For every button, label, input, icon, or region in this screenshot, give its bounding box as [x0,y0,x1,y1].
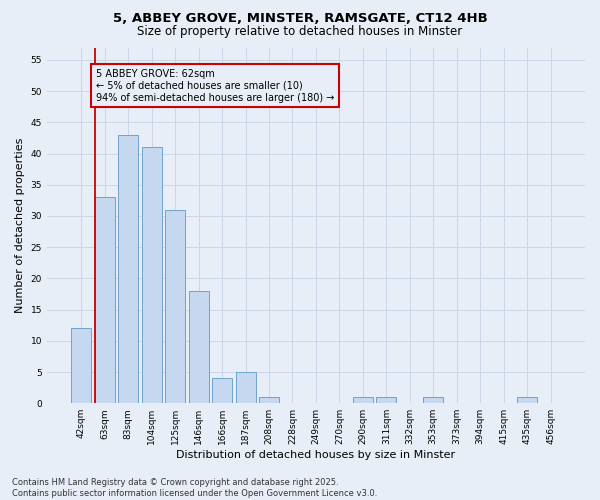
Bar [118,135,138,403]
Text: 5, ABBEY GROVE, MINSTER, RAMSGATE, CT12 4HB: 5, ABBEY GROVE, MINSTER, RAMSGATE, CT12 … [113,12,487,26]
Bar [71,328,91,403]
Bar [259,397,279,403]
Bar [212,378,232,403]
Text: Contains HM Land Registry data © Crown copyright and database right 2025.
Contai: Contains HM Land Registry data © Crown c… [12,478,377,498]
Bar [423,397,443,403]
Bar [517,397,537,403]
Title: 5, ABBEY GROVE, MINSTER, RAMSGATE, CT12 4HB
Size of property relative to detache: 5, ABBEY GROVE, MINSTER, RAMSGATE, CT12 … [0,499,1,500]
Bar [188,291,209,403]
Bar [236,372,256,403]
Bar [353,397,373,403]
Bar [165,210,185,403]
Bar [142,148,162,403]
Text: 5 ABBEY GROVE: 62sqm
← 5% of detached houses are smaller (10)
94% of semi-detach: 5 ABBEY GROVE: 62sqm ← 5% of detached ho… [96,70,334,102]
Bar [376,397,397,403]
Text: Size of property relative to detached houses in Minster: Size of property relative to detached ho… [137,25,463,38]
Bar [95,198,115,403]
Y-axis label: Number of detached properties: Number of detached properties [15,138,25,313]
X-axis label: Distribution of detached houses by size in Minster: Distribution of detached houses by size … [176,450,455,460]
